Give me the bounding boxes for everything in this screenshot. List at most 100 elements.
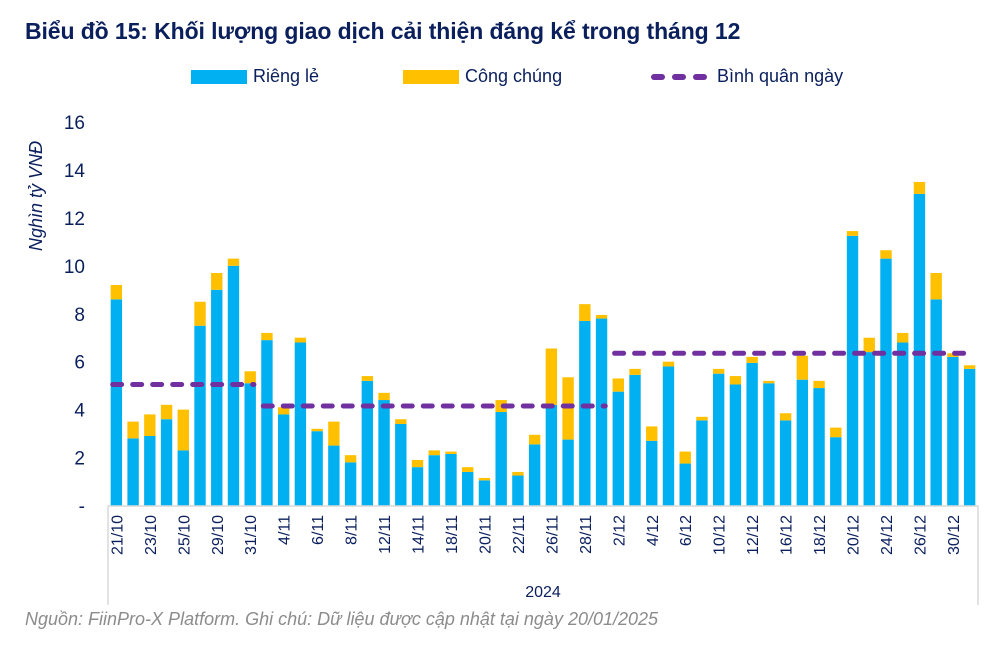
bar-cong-chung	[729, 376, 742, 385]
bar-rieng-le	[177, 450, 189, 506]
y-tick-label: 14	[64, 161, 86, 182]
bar-rieng-le	[144, 435, 156, 506]
x-tick-label: 22/11	[511, 515, 528, 554]
y-axis-label: Nghìn tỷ VNĐ	[26, 141, 46, 251]
bar-rieng-le	[712, 373, 725, 506]
bar-cong-chung	[830, 427, 842, 438]
legend-item-rieng-le: Riêng lẻ	[191, 66, 319, 87]
bar-rieng-le	[729, 384, 742, 506]
x-tick-label: 2/12	[611, 515, 628, 546]
y-axis-ticks: - 2 4 6 8 10 12 14 16	[64, 113, 86, 518]
x-tick-label: 23/10	[143, 515, 160, 555]
x-tick-label: 20/12	[846, 515, 863, 555]
bar-rieng-le	[445, 453, 457, 506]
bar-cong-chung	[294, 337, 307, 343]
average-lines	[110, 350, 976, 409]
bar-cong-chung	[796, 355, 809, 380]
x-tick-label: 29/10	[210, 515, 227, 555]
bar-cong-chung	[127, 421, 139, 439]
bar-cong-chung	[227, 258, 240, 266]
bar-rieng-le	[679, 463, 691, 506]
bar-cong-chung	[445, 451, 457, 454]
bar-rieng-le	[294, 342, 307, 506]
bar-cong-chung	[880, 250, 892, 259]
bar-rieng-le	[110, 299, 123, 506]
bars	[110, 181, 976, 506]
bar-rieng-le	[512, 475, 524, 506]
x-tick-label: 20/11	[477, 515, 494, 554]
bar-rieng-le	[863, 352, 875, 506]
bar-cong-chung	[545, 348, 558, 405]
bar-rieng-le	[612, 391, 624, 506]
bar-cong-chung	[662, 361, 675, 367]
x-tick-label: 28/11	[578, 515, 595, 554]
x-tick-label: 8/11	[344, 515, 361, 545]
bar-cong-chung	[244, 371, 256, 384]
bar-rieng-le	[830, 437, 842, 506]
bar-cong-chung	[863, 337, 875, 353]
x-tick-label: 4/11	[277, 515, 294, 545]
bar-cong-chung	[462, 467, 474, 472]
bar-rieng-le	[696, 420, 708, 506]
bar-cong-chung	[930, 273, 942, 300]
x-tick-label: 4/12	[645, 515, 662, 546]
bar-cong-chung	[344, 455, 357, 463]
bar-rieng-le	[361, 380, 374, 506]
bar-rieng-le	[160, 419, 173, 506]
x-tick-label: 6/11	[310, 515, 327, 545]
legend-label-rieng-le: Riêng lẻ	[253, 66, 320, 86]
bar-rieng-le	[880, 258, 892, 506]
bar-rieng-le	[813, 388, 825, 506]
bar-cong-chung	[478, 477, 491, 481]
bar-cong-chung	[361, 376, 374, 381]
bar-rieng-le	[646, 440, 658, 506]
bar-rieng-le	[395, 424, 407, 506]
legend-swatch-binh-quan	[651, 73, 709, 80]
legend-label-binh-quan: Bình quân ngày	[717, 66, 844, 86]
bar-rieng-le	[947, 356, 959, 506]
axes	[107, 505, 979, 605]
bar-rieng-le	[629, 374, 641, 506]
bar-rieng-le	[478, 480, 491, 506]
x-tick-label: 6/12	[678, 515, 695, 546]
bar-cong-chung	[378, 392, 390, 401]
x-tick-label: 31/10	[243, 515, 260, 555]
bar-rieng-le	[930, 299, 942, 506]
x-tick-label: 10/12	[712, 515, 729, 555]
legend-item-cong-chung: Công chúng	[403, 66, 562, 87]
bar-cong-chung	[813, 380, 825, 389]
bar-rieng-le	[746, 362, 758, 506]
x-axis-ticks: 21/10 23/10 25/10 29/10 31/10 4/11 6/11 8/11 12/…	[109, 515, 963, 555]
bar-rieng-le	[194, 325, 206, 506]
bar-rieng-le	[244, 383, 256, 506]
bar-rieng-le	[595, 318, 608, 506]
x-tick-label: 26/11	[544, 515, 561, 554]
legend-item-binh-quan: Bình quân ngày	[651, 66, 843, 87]
bar-cong-chung	[261, 332, 273, 341]
x-tick-label: 30/12	[946, 515, 963, 555]
bar-rieng-le	[211, 289, 223, 506]
bar-rieng-le	[344, 462, 357, 506]
bar-cong-chung	[411, 459, 424, 468]
bar-cong-chung	[160, 404, 173, 420]
bar-rieng-le	[127, 438, 139, 506]
bar-cong-chung	[612, 378, 624, 392]
bar-rieng-le	[495, 412, 507, 506]
bar-rieng-le	[462, 471, 474, 506]
bar-cong-chung	[712, 368, 725, 374]
bar-rieng-le	[579, 320, 591, 506]
bar-cong-chung	[696, 416, 708, 421]
bar-rieng-le	[846, 235, 859, 506]
bar-rieng-le	[261, 340, 273, 506]
bar-cong-chung	[211, 273, 223, 290]
y-tick-label: 8	[74, 305, 85, 326]
x-tick-label: 21/10	[109, 515, 126, 555]
bar-rieng-le	[277, 414, 290, 506]
x-tick-label: 12/12	[745, 515, 762, 555]
bar-cong-chung	[512, 471, 524, 476]
y-tick-label: 16	[64, 113, 85, 134]
bar-cong-chung	[646, 426, 658, 441]
bar-cong-chung	[177, 409, 189, 451]
x-tick-label: 16/12	[779, 515, 796, 555]
